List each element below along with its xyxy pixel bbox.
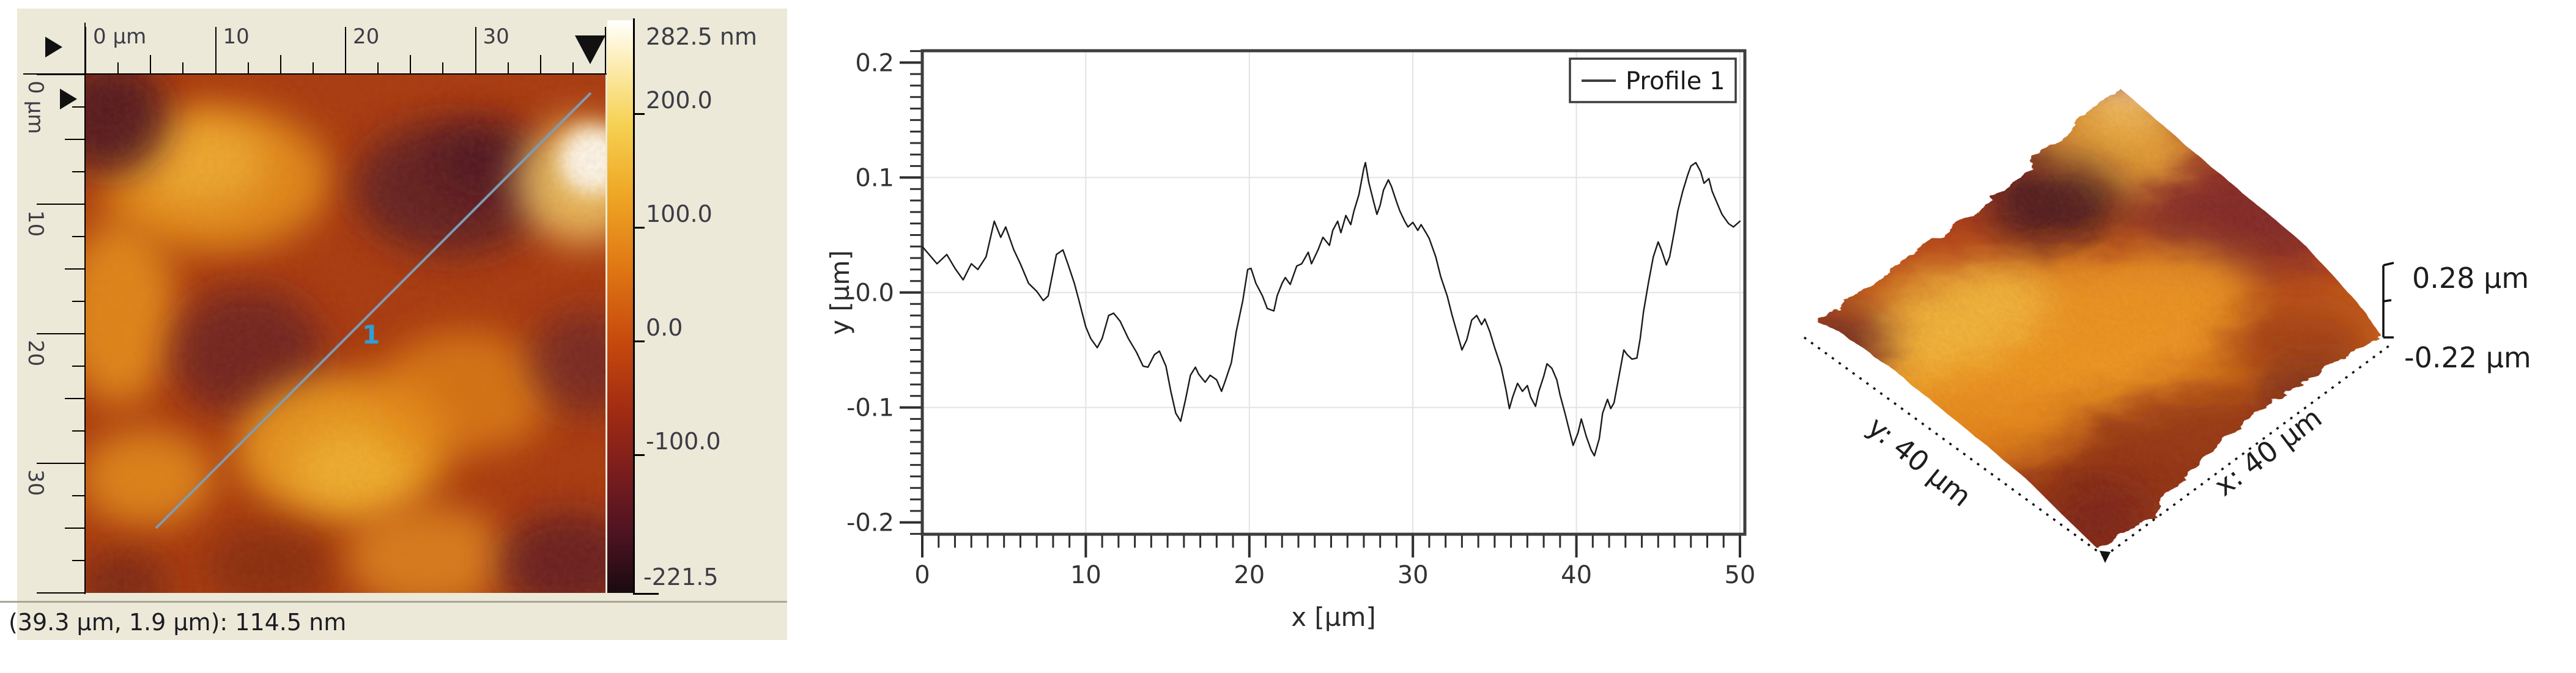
legend-entry-label: Profile 1	[1626, 67, 1725, 95]
plot-area[interactable]	[900, 49, 1747, 557]
left-ruler-baseline	[84, 23, 86, 594]
z-scale-min-label: -0.22 µm	[2404, 341, 2531, 374]
color-scale-axis	[633, 18, 635, 595]
top-ruler-tick	[507, 62, 509, 73]
ruler-corner-button[interactable]	[23, 23, 84, 73]
x-tick-label: 30	[1397, 561, 1429, 589]
left-ruler-tick-label: 10	[23, 210, 48, 237]
y-position-marker-icon[interactable]	[60, 89, 77, 109]
left-ruler-tick	[72, 366, 84, 367]
x-tick-label: 0	[914, 561, 930, 589]
color-scale-base-tick	[633, 593, 659, 595]
left-ruler-tick	[72, 106, 84, 108]
x-tick-label: 40	[1561, 561, 1592, 589]
top-ruler-tick	[539, 55, 541, 73]
top-ruler-tick	[605, 27, 606, 73]
top-ruler-tick-label: 10	[223, 24, 250, 49]
statusbar-coordinates: (39.3 µm, 1.9 µm): 114.5 nm	[9, 609, 347, 636]
corner-arrow-icon	[45, 37, 62, 57]
top-ruler-tick	[279, 55, 281, 73]
heatmap-texture	[86, 75, 605, 593]
x-position-marker-icon[interactable]	[575, 35, 605, 64]
color-scale-tick	[635, 454, 645, 457]
left-ruler-tick	[37, 74, 84, 75]
top-ruler-tick	[182, 62, 184, 73]
plot-frame	[920, 49, 1747, 536]
x-tick-label: 50	[1725, 561, 1756, 589]
left-ruler-tick	[37, 333, 84, 334]
y-tick-label: 0.1	[855, 164, 894, 192]
top-ruler-tick	[572, 62, 574, 73]
top-ruler-tick	[117, 62, 119, 73]
left-ruler-tick	[37, 204, 84, 205]
y-tick-label: 0.0	[855, 279, 894, 307]
left-ruler-tick	[72, 560, 84, 561]
top-ruler-tick	[150, 55, 152, 73]
left-ruler-tick	[72, 171, 84, 172]
left-ruler-tick-label: 0 µm	[23, 81, 48, 134]
x-axis-title: x [µm]	[1291, 602, 1376, 632]
top-ruler-tick-label: 0 µm	[93, 24, 147, 49]
topography-image[interactable]: 1	[86, 75, 605, 593]
y-tick-label: -0.1	[846, 394, 894, 422]
top-ruler-tick-label: 30	[483, 24, 509, 49]
axes-corner-arrow-icon	[2100, 551, 2111, 563]
surface-render	[1818, 86, 2381, 548]
profile-selection-line[interactable]	[155, 92, 592, 529]
y-axis-title: y [µm]	[825, 250, 855, 335]
top-ruler-tick	[247, 62, 249, 73]
color-scale-min-label: -221.5	[643, 564, 719, 590]
top-ruler-tick	[85, 27, 86, 73]
left-ruler-tick-label: 30	[23, 469, 48, 496]
y-tick-label: 0.2	[855, 49, 894, 77]
left-ruler-tick	[72, 301, 84, 302]
surface-axes	[1803, 262, 2394, 563]
color-scale-tick	[635, 113, 645, 116]
y-tick-label: -0.2	[846, 509, 894, 537]
left-ruler-tick	[65, 398, 84, 399]
top-ruler-tick	[345, 27, 346, 73]
top-ruler-tick-label: 20	[353, 24, 380, 49]
profile-curve	[921, 161, 1741, 457]
left-ruler-tick	[37, 463, 84, 464]
top-ruler-tick	[215, 27, 217, 73]
left-ruler-tick	[65, 528, 84, 529]
left-ruler-tick	[72, 430, 84, 432]
surface-3d-view[interactable]	[1767, 0, 2576, 673]
legend: Profile 1	[1569, 57, 1737, 103]
profile-line-label: 1	[362, 320, 380, 350]
top-ruler-tick	[410, 55, 412, 73]
color-scale-tick	[635, 340, 645, 343]
color-scale-max-label: 282.5 nm	[646, 23, 757, 50]
left-ruler-tick-label: 20	[23, 340, 48, 367]
top-ruler-tick	[442, 62, 444, 73]
top-ruler-tick	[312, 62, 314, 73]
left-ruler-tick	[65, 139, 84, 140]
x-tick-label: 10	[1070, 561, 1101, 589]
color-scale-tick-label: 100.0	[646, 200, 712, 228]
color-scale-tick-label: 0.0	[646, 314, 683, 342]
color-scale-tick-label: 200.0	[646, 87, 712, 114]
left-ruler-tick	[72, 236, 84, 237]
top-ruler-baseline	[23, 73, 607, 75]
top-ruler-tick	[475, 27, 476, 73]
z-scale-max-label: 0.28 µm	[2412, 262, 2530, 295]
statusbar-separator	[0, 601, 787, 603]
top-ruler-tick	[377, 62, 379, 73]
left-ruler-tick	[37, 592, 84, 594]
left-ruler-tick	[72, 495, 84, 496]
profile-graph[interactable]: 0.2 0.1 0.0 -0.1 -0.2 0 10 20 30 40 50 x [µm] y [µm]…	[813, 24, 1810, 672]
color-scale-bar	[607, 20, 633, 593]
x-tick-label: 20	[1234, 561, 1265, 589]
color-scale-tick	[635, 227, 645, 229]
color-scale-tick-label: -100.0	[646, 428, 721, 455]
left-ruler-tick	[65, 268, 84, 270]
